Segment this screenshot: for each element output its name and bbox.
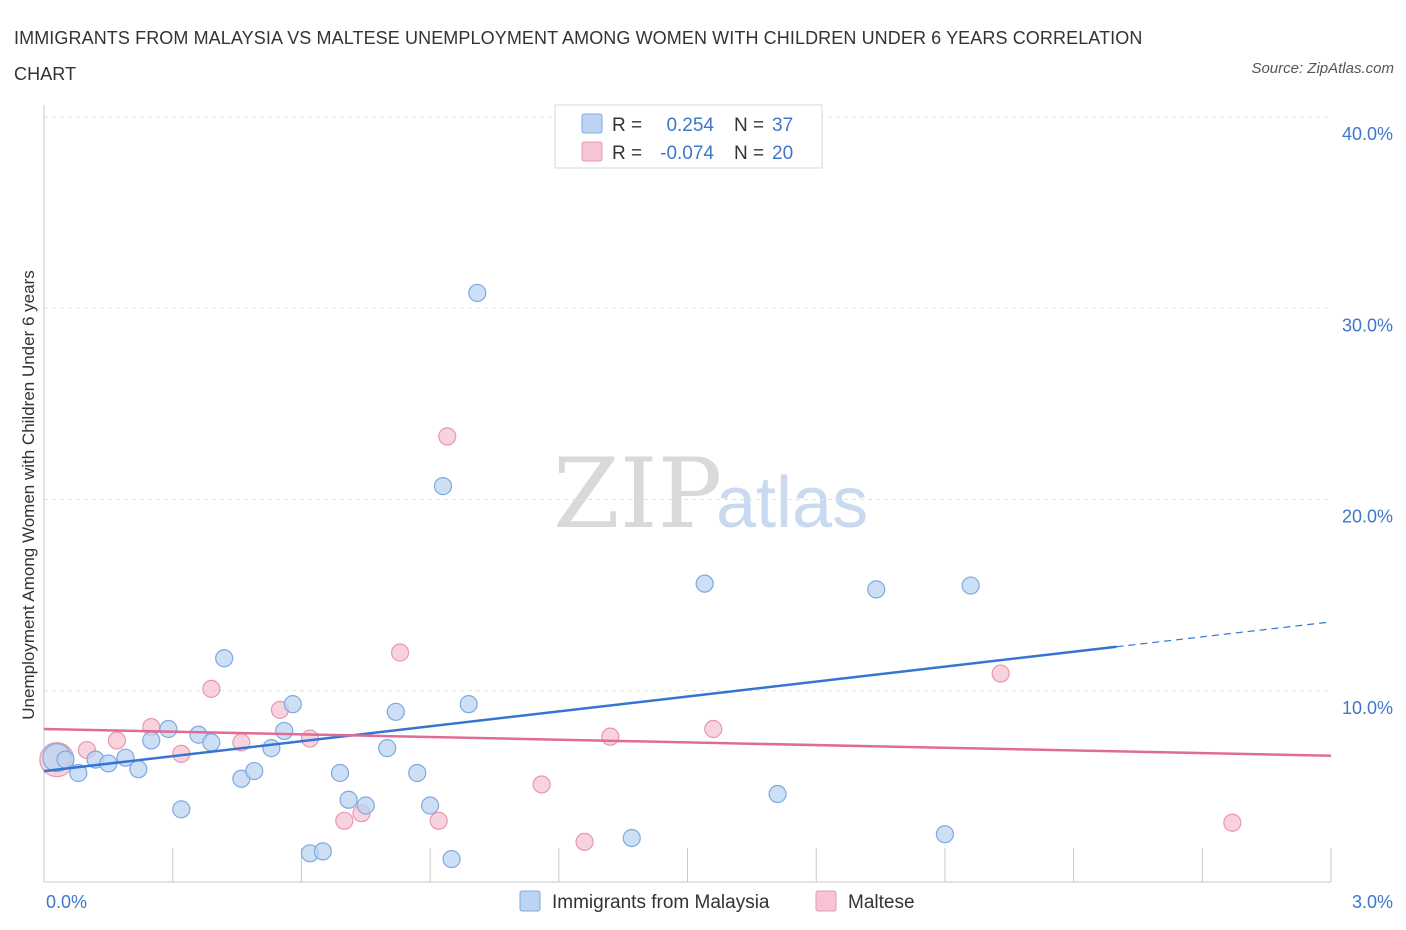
point-maltese <box>202 679 221 698</box>
y-axis-title: Unemployment Among Women with Children U… <box>19 270 38 719</box>
point-malaysia <box>386 702 405 721</box>
y-tick-labels: 10.0% 20.0% 30.0% 40.0% <box>1342 124 1393 718</box>
point-malaysia <box>283 695 302 714</box>
x-tick-marks <box>172 848 1332 882</box>
point-malaysia <box>202 733 221 752</box>
point-malaysia <box>275 721 294 741</box>
trend-line-maltese <box>43 727 1332 758</box>
legend-n-value-maltese: 20 <box>772 143 793 164</box>
legend-swatch-malaysia <box>581 113 603 134</box>
legend-r-value-maltese: -0.074 <box>660 143 714 164</box>
legend-n-value-malaysia: 37 <box>772 115 793 136</box>
point-malaysia <box>142 731 161 750</box>
grid-lines <box>44 116 1331 692</box>
chart-title: IMMIGRANTS FROM MALAYSIA VS MALTESE UNEM… <box>14 28 1143 84</box>
point-malaysia <box>330 763 350 783</box>
legend-r-label-malaysia: R = <box>612 115 642 136</box>
point-malaysia <box>408 763 427 783</box>
data-points <box>39 283 1242 869</box>
point-malaysia <box>442 849 461 869</box>
point-malaysia <box>215 649 234 668</box>
point-malaysia <box>172 800 191 819</box>
point-maltese <box>438 427 457 446</box>
bottom-legend-label-maltese: Maltese <box>848 892 915 913</box>
x-tick-label-min: 0.0% <box>46 892 87 912</box>
legend-swatch-maltese <box>581 141 603 162</box>
trend-line-malaysia-extension <box>1116 621 1332 648</box>
chart-source: Source: ZipAtlas.com <box>1251 60 1394 77</box>
trend-lines <box>43 621 1332 773</box>
legend-n-label-malaysia: N = <box>734 115 764 136</box>
point-maltese <box>429 811 448 830</box>
point-maltese <box>107 731 127 750</box>
y-tick-label: 10.0% <box>1342 698 1393 718</box>
legend-r-label-maltese: R = <box>612 143 642 164</box>
y-tick-label: 20.0% <box>1342 507 1393 527</box>
point-maltese <box>991 664 1010 683</box>
point-malaysia <box>56 750 75 769</box>
point-malaysia <box>159 719 178 739</box>
y-tick-label: 40.0% <box>1342 124 1393 144</box>
point-maltese <box>575 832 594 851</box>
legend-series: Immigrants from Malaysia Maltese <box>519 890 915 913</box>
point-malaysia <box>935 825 955 844</box>
point-malaysia <box>262 739 281 758</box>
watermark-atlas: atlas <box>716 463 868 543</box>
point-malaysia <box>245 761 264 781</box>
bottom-legend-swatch-maltese <box>815 890 837 912</box>
x-tick-label-max: 3.0% <box>1352 892 1393 912</box>
point-malaysia <box>468 283 487 303</box>
point-maltese <box>601 727 620 746</box>
point-malaysia <box>339 790 358 809</box>
bottom-legend-label-malaysia: Immigrants from Malaysia <box>552 892 770 913</box>
legend-stats: R = 0.254 N = 37 R = -0.074 N = 20 <box>554 104 823 169</box>
y-tick-label: 30.0% <box>1342 315 1393 335</box>
legend-r-value-malaysia: 0.254 <box>666 115 714 136</box>
point-maltese <box>335 811 354 830</box>
point-malaysia <box>421 796 440 815</box>
legend-n-label-maltese: N = <box>734 143 764 164</box>
point-malaysia <box>695 574 714 593</box>
point-malaysia <box>622 828 641 848</box>
point-malaysia <box>961 576 980 595</box>
point-malaysia <box>433 477 453 496</box>
trend-line-malaysia <box>43 645 1117 773</box>
watermark-zip: ZIP <box>553 438 722 550</box>
point-malaysia <box>313 842 332 861</box>
point-maltese <box>390 643 410 662</box>
point-malaysia <box>356 796 375 815</box>
point-malaysia <box>129 760 148 779</box>
point-maltese <box>704 719 723 739</box>
point-malaysia <box>378 739 397 758</box>
point-maltese <box>1223 813 1242 832</box>
point-malaysia <box>459 695 478 714</box>
point-malaysia <box>867 580 886 599</box>
bottom-legend-swatch-malaysia <box>519 890 541 912</box>
point-maltese <box>532 775 551 794</box>
point-malaysia <box>768 784 787 804</box>
